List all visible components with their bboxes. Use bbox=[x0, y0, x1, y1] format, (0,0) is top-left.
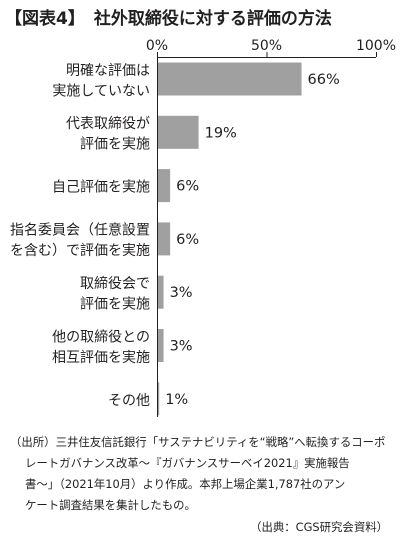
source-note-line: レートガバナンス改革～『ガバナンスサーベイ2021』実施報告 bbox=[25, 456, 350, 470]
bar-value-label: 66% bbox=[308, 72, 340, 88]
category-label: 自己評価を実施 bbox=[52, 180, 150, 196]
category-label: 評価を実施 bbox=[80, 296, 150, 312]
source-note-line: （出所）三井住友信託銀行「サステナビリティを“戦略”へ転換するコーポ bbox=[10, 435, 386, 449]
bar bbox=[157, 62, 302, 96]
category-label: 取締役会で bbox=[80, 275, 150, 292]
bar bbox=[157, 275, 164, 309]
x-tick-label: 0% bbox=[146, 38, 168, 54]
bar bbox=[157, 222, 171, 256]
source-note: （出所）三井住友信託銀行「サステナビリティを“戦略”へ転換するコーポ レートガバ… bbox=[10, 432, 385, 516]
category-label: を含む）で評価を実施 bbox=[10, 243, 150, 259]
category-label: 代表取締役が bbox=[66, 115, 150, 132]
bar-value-label: 1% bbox=[165, 392, 188, 408]
bar bbox=[157, 382, 160, 416]
source-credit: （出典：CGS研究会資料） bbox=[250, 520, 388, 534]
category-label: 相互評価を実施 bbox=[52, 350, 150, 366]
x-tick-label: 100% bbox=[356, 38, 396, 54]
category-label: 実施していない bbox=[52, 83, 150, 99]
bar bbox=[157, 115, 199, 149]
bar-value-label: 3% bbox=[170, 339, 193, 355]
category-label: 評価を実施 bbox=[80, 137, 150, 153]
source-note-line: ケート調査結果を集計したもの。 bbox=[25, 498, 196, 512]
bar-value-label: 6% bbox=[176, 232, 199, 248]
x-tick-label: 50% bbox=[251, 38, 282, 54]
chart-title: 社外取締役に対する評価の方法 bbox=[93, 9, 332, 29]
bar-value-label: 19% bbox=[205, 125, 237, 141]
bar-value-label: 6% bbox=[176, 179, 199, 195]
bar bbox=[157, 169, 171, 203]
category-label: 指名委員会（任意設置 bbox=[10, 222, 150, 239]
figure-label: 【図表4】 bbox=[5, 9, 85, 29]
category-label: その他 bbox=[108, 393, 150, 409]
bar-value-label: 3% bbox=[170, 285, 193, 301]
source-note-line: 書～」（2021年10月）より作成。本邦上場企業1,787社のアン bbox=[25, 477, 346, 491]
bar bbox=[157, 329, 164, 362]
chart-heading: 【図表4】 社外取締役に対する評価の方法 bbox=[5, 7, 332, 31]
category-label: 明確な評価は bbox=[66, 63, 150, 79]
category-label: 他の取締役との bbox=[52, 328, 150, 345]
